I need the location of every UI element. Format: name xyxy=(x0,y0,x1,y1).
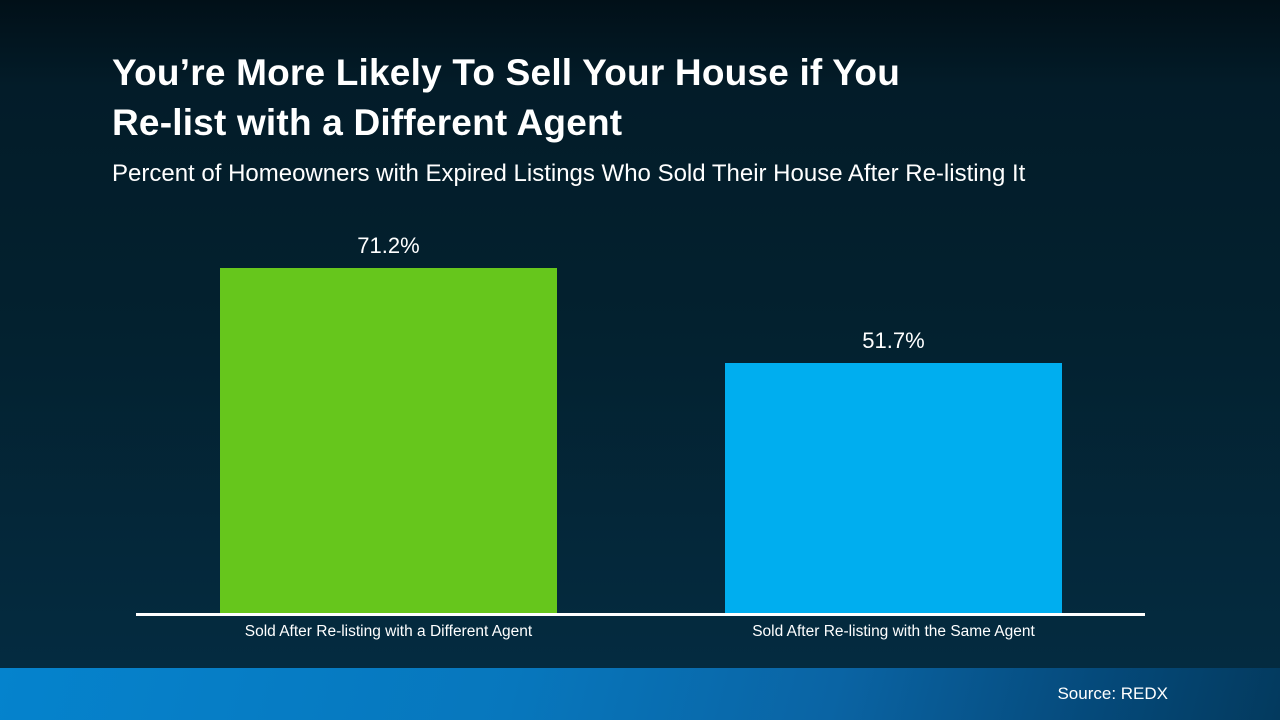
bar-value-label-same-agent: 51.7% xyxy=(862,328,925,353)
bar-different-agent xyxy=(220,268,557,613)
category-label-same-agent: Sold After Re-listing with the Same Agen… xyxy=(752,623,1035,640)
bar-group-same-agent: 51.7% xyxy=(725,328,1062,613)
page-title: You’re More Likely To Sell Your House if… xyxy=(112,48,900,148)
x-axis-line xyxy=(136,613,1145,616)
page-title-line1: You’re More Likely To Sell Your House if… xyxy=(112,52,901,93)
footer-bar: Source: REDX xyxy=(0,668,1280,720)
bar-value-label-different-agent: 71.2% xyxy=(357,233,420,258)
bar-same-agent xyxy=(725,363,1062,613)
chart-subtitle: Percent of Homeowners with Expired Listi… xyxy=(112,160,1026,187)
page-title-line2: Re-list with a Different Agent xyxy=(112,102,623,143)
category-label-different-agent: Sold After Re-listing with a Different A… xyxy=(244,623,533,640)
bar-group-different-agent: 71.2% xyxy=(220,233,557,613)
source-label: Source: REDX xyxy=(1057,684,1168,703)
